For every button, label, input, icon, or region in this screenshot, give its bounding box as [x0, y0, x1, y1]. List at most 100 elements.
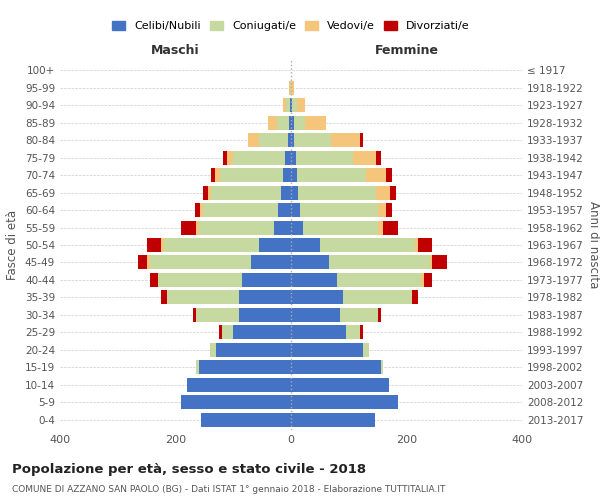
Bar: [291, 168, 297, 182]
Bar: [292, 81, 294, 95]
Bar: [286, 98, 290, 112]
Bar: [161, 238, 164, 252]
Bar: [196, 360, 199, 374]
Bar: [424, 273, 433, 287]
Bar: [346, 326, 360, 339]
Bar: [239, 290, 291, 304]
Bar: [412, 290, 418, 304]
Bar: [285, 151, 291, 164]
Bar: [386, 168, 392, 182]
Bar: [415, 238, 418, 252]
Bar: [181, 395, 291, 409]
Bar: [239, 308, 291, 322]
Bar: [291, 308, 340, 322]
Bar: [294, 116, 305, 130]
Bar: [376, 186, 391, 200]
Bar: [291, 98, 292, 112]
Bar: [199, 220, 274, 234]
Bar: [305, 116, 326, 130]
Bar: [376, 151, 381, 164]
Bar: [294, 134, 331, 147]
Bar: [158, 273, 242, 287]
Bar: [149, 256, 251, 270]
Bar: [291, 81, 292, 95]
Bar: [289, 116, 291, 130]
Bar: [299, 203, 377, 217]
Text: Popolazione per età, sesso e stato civile - 2018: Popolazione per età, sesso e stato civil…: [12, 462, 366, 475]
Bar: [291, 203, 299, 217]
Bar: [196, 220, 199, 234]
Bar: [196, 308, 239, 322]
Bar: [433, 256, 447, 270]
Bar: [418, 238, 433, 252]
Bar: [329, 256, 430, 270]
Bar: [360, 134, 363, 147]
Bar: [161, 290, 167, 304]
Bar: [343, 290, 412, 304]
Bar: [289, 81, 291, 95]
Bar: [288, 134, 291, 147]
Bar: [220, 168, 283, 182]
Bar: [291, 186, 298, 200]
Bar: [360, 326, 363, 339]
Bar: [302, 220, 377, 234]
Bar: [167, 290, 239, 304]
Bar: [274, 220, 291, 234]
Bar: [278, 203, 291, 217]
Bar: [277, 116, 289, 130]
Bar: [331, 134, 360, 147]
Bar: [219, 326, 222, 339]
Bar: [227, 151, 233, 164]
Bar: [366, 168, 386, 182]
Bar: [297, 98, 305, 112]
Bar: [363, 342, 369, 356]
Bar: [223, 151, 227, 164]
Bar: [291, 238, 320, 252]
Bar: [211, 168, 215, 182]
Legend: Celibi/Nubili, Coniugati/e, Vedovi/e, Divorziati/e: Celibi/Nubili, Coniugati/e, Vedovi/e, Di…: [109, 18, 473, 34]
Bar: [251, 256, 291, 270]
Bar: [430, 256, 433, 270]
Bar: [380, 360, 383, 374]
Bar: [291, 342, 363, 356]
Bar: [291, 395, 398, 409]
Bar: [291, 412, 375, 426]
Bar: [146, 256, 149, 270]
Bar: [291, 116, 294, 130]
Bar: [391, 186, 396, 200]
Y-axis label: Anni di nascita: Anni di nascita: [587, 202, 600, 288]
Bar: [181, 220, 196, 234]
Bar: [283, 168, 291, 182]
Bar: [291, 378, 389, 392]
Bar: [383, 220, 398, 234]
Bar: [138, 256, 146, 270]
Bar: [291, 326, 346, 339]
Bar: [242, 273, 291, 287]
Bar: [164, 238, 259, 252]
Bar: [202, 412, 291, 426]
Bar: [259, 134, 288, 147]
Bar: [377, 308, 380, 322]
Text: COMUNE DI AZZANO SAN PAOLO (BG) - Dati ISTAT 1° gennaio 2018 - Elaborazione TUTT: COMUNE DI AZZANO SAN PAOLO (BG) - Dati I…: [12, 485, 445, 494]
Bar: [291, 290, 343, 304]
Bar: [208, 186, 211, 200]
Text: Maschi: Maschi: [151, 44, 200, 57]
Text: Femmine: Femmine: [374, 44, 439, 57]
Bar: [216, 342, 291, 356]
Bar: [337, 273, 421, 287]
Y-axis label: Fasce di età: Fasce di età: [7, 210, 19, 280]
Bar: [193, 308, 196, 322]
Bar: [292, 98, 297, 112]
Bar: [353, 151, 376, 164]
Bar: [233, 151, 285, 164]
Bar: [211, 186, 281, 200]
Bar: [233, 326, 291, 339]
Bar: [291, 134, 294, 147]
Bar: [146, 238, 161, 252]
Bar: [248, 134, 259, 147]
Bar: [291, 220, 302, 234]
Bar: [149, 273, 158, 287]
Bar: [291, 151, 296, 164]
Bar: [194, 203, 200, 217]
Bar: [291, 273, 337, 287]
